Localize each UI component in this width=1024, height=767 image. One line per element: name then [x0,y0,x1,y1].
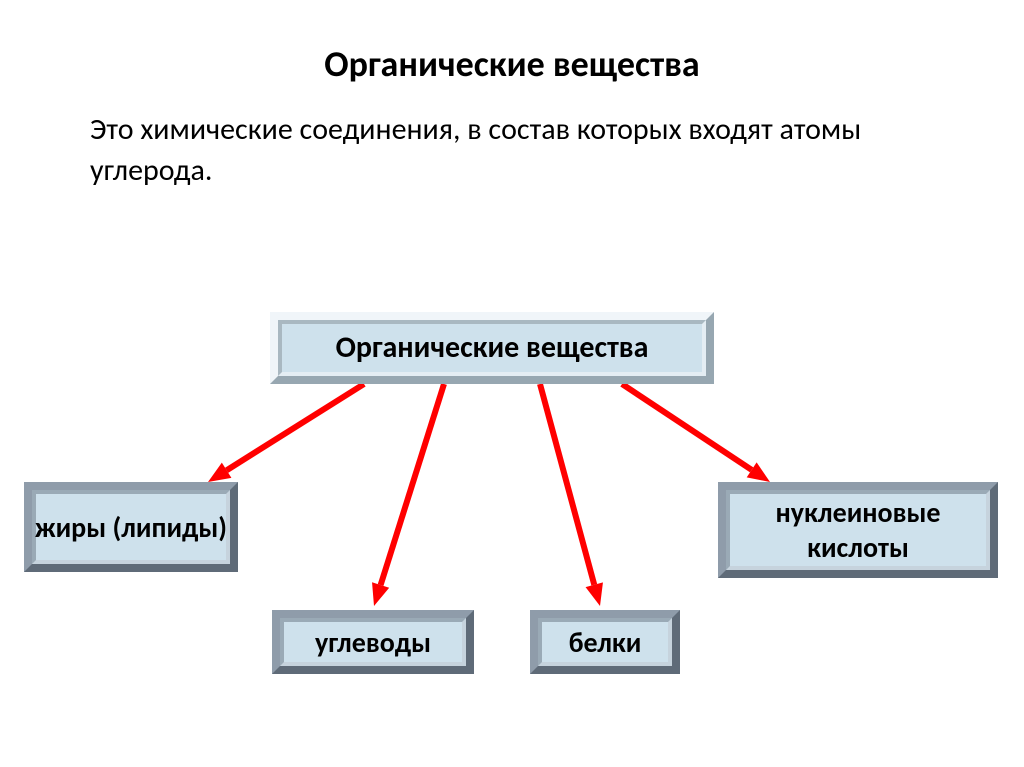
node-label: Органические вещества [328,325,657,371]
node-label: жиры (липиды) [27,506,235,549]
node-carbs: углеводы [272,610,474,674]
node-fats: жиры (липиды) [24,482,238,572]
page-title: Органические вещества [0,42,1024,86]
node-root: Органические вещества [270,312,714,384]
subtitle-text: Это химические соединения, в состав кото… [90,110,910,191]
node-label: белки [561,621,650,664]
slide: Органические вещества Это химические сое… [0,0,1024,767]
node-nucleic: нуклеиновые кислоты [718,482,998,578]
node-proteins: белки [530,610,680,674]
node-label: нуклеиновые кислоты [718,491,998,569]
node-label: углеводы [307,621,439,664]
